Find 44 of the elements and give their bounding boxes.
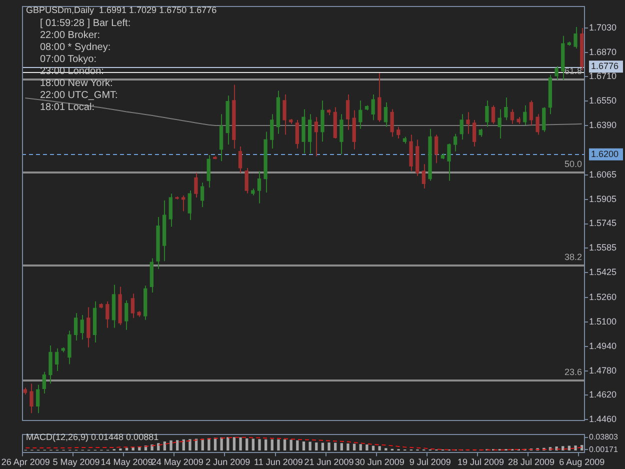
annotation: 08:00 * Sydney: xyxy=(40,42,111,54)
y-tick-label: 1.6710 xyxy=(589,71,617,82)
y-tick-label: 0.00171 xyxy=(589,444,618,454)
annotation: 22:00 Broker: xyxy=(40,30,100,42)
annotation: 22:00 UTC_GMT: xyxy=(40,90,118,102)
category-label: 14 May 2009 xyxy=(100,457,153,468)
category-label: 5 May 2009 xyxy=(52,457,100,468)
y-tick-label: 0.03803 xyxy=(589,432,618,442)
y-tick-label: 1.5905 xyxy=(589,194,617,204)
category-label: 30 Jun 2009 xyxy=(354,457,404,468)
y-tick-label: 1.6550 xyxy=(589,96,617,106)
y-tick-label: 1.4780 xyxy=(589,365,617,376)
annotation: 18:00 New York: xyxy=(40,78,113,90)
y-tick-label: 1.6870 xyxy=(589,46,617,57)
chart-title: GBPUSDm,Daily 1.6991 1.7029 1.6750 1.6776 xyxy=(26,5,217,15)
y-tick-label: 1.4620 xyxy=(589,390,617,400)
y-tick-label: 1.5100 xyxy=(589,316,617,327)
chart-title: MACD(12,26,9) 0.01448 0.00881 xyxy=(26,432,159,442)
y-tick-label: 1.4940 xyxy=(589,340,617,351)
y-tick-label: 1.5585 xyxy=(589,242,617,253)
annotation: 38.2 xyxy=(564,252,582,262)
annotation: 50.0 xyxy=(564,158,582,169)
ref-line-label: 1.6776 xyxy=(591,61,619,72)
category-label: 24 May 2009 xyxy=(151,457,204,468)
category-label: 2 Jun 2009 xyxy=(206,457,250,468)
y-tick-label: 1.5260 xyxy=(589,292,617,302)
annotation: 23.6 xyxy=(564,366,582,377)
y-tick-label: 1.5425 xyxy=(589,267,617,278)
y-tick-label: 1.7030 xyxy=(589,22,617,32)
ref-line-label: 1.6200 xyxy=(591,148,619,159)
y-tick-label: 1.4460 xyxy=(589,414,617,424)
annotation: [ 01:59:28 ] Bar Left: xyxy=(40,18,131,30)
category-label: 6 Aug 2009 xyxy=(559,457,605,468)
annotation: 07:00 Tokyo: xyxy=(40,54,97,66)
category-label: 19 Jul 2009 xyxy=(457,457,504,468)
y-tick-label: 1.5745 xyxy=(589,218,617,228)
y-tick-label: 1.6065 xyxy=(589,169,617,180)
category-label: 11 Jun 2009 xyxy=(254,457,303,468)
category-label: 9 Jul 2009 xyxy=(409,457,451,468)
category-label: 26 Apr 2009 xyxy=(1,457,50,468)
annotation: 18:01 Local: xyxy=(40,102,94,114)
category-label: 21 Jun 2009 xyxy=(304,457,354,468)
category-label: 28 Jul 2009 xyxy=(508,457,555,468)
y-tick-label: 1.6390 xyxy=(589,120,617,130)
